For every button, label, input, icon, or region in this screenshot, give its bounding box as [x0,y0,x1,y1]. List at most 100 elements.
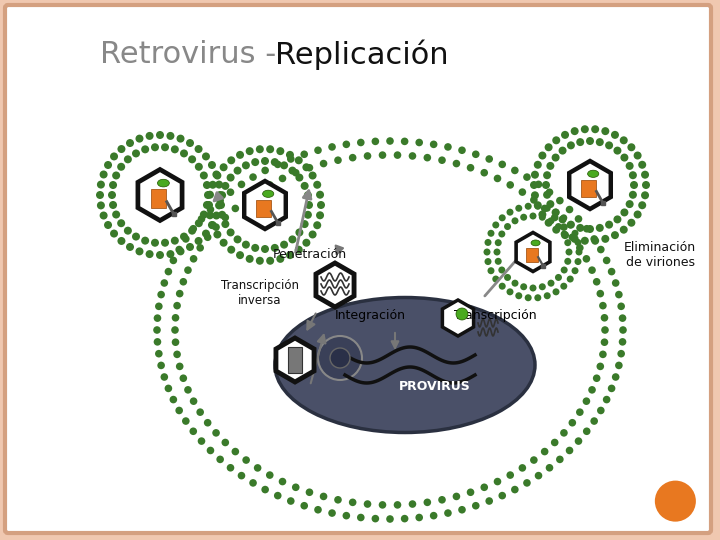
Circle shape [504,274,511,281]
Circle shape [218,211,226,219]
Circle shape [498,231,505,238]
Circle shape [567,141,575,150]
Circle shape [302,239,310,247]
Circle shape [379,501,387,509]
Circle shape [212,224,220,231]
Circle shape [401,515,408,522]
Circle shape [544,219,553,227]
Circle shape [289,167,297,174]
Circle shape [280,241,288,248]
Circle shape [256,256,264,265]
Circle shape [188,227,196,235]
Circle shape [132,150,140,158]
Circle shape [236,151,244,159]
Circle shape [295,173,303,181]
Circle shape [179,278,187,286]
Circle shape [561,231,567,238]
Circle shape [206,211,214,219]
Circle shape [523,173,531,181]
Circle shape [194,237,202,245]
Circle shape [266,145,274,153]
Circle shape [620,136,628,144]
Circle shape [615,291,623,299]
Circle shape [456,308,468,320]
Circle shape [306,164,313,172]
Circle shape [641,171,649,179]
Circle shape [601,235,609,243]
Text: Replicación: Replicación [275,40,449,71]
Circle shape [172,339,179,346]
Circle shape [566,206,573,213]
Circle shape [561,231,569,239]
Circle shape [189,225,197,233]
Circle shape [601,127,609,135]
Circle shape [438,496,446,504]
Circle shape [569,233,576,241]
Circle shape [343,140,350,148]
Circle shape [591,125,599,133]
Circle shape [313,221,321,229]
Circle shape [313,181,321,189]
Circle shape [539,214,546,221]
Circle shape [511,280,518,287]
Polygon shape [244,181,286,229]
Circle shape [539,211,546,219]
Circle shape [212,171,220,179]
Circle shape [320,160,328,167]
Circle shape [212,429,220,437]
Circle shape [530,181,538,189]
Circle shape [289,235,297,244]
Circle shape [216,191,224,199]
Circle shape [364,152,372,160]
Circle shape [525,202,531,210]
Circle shape [227,228,235,237]
Circle shape [619,326,627,334]
Circle shape [472,502,480,510]
Circle shape [453,492,460,500]
Circle shape [472,151,480,158]
Circle shape [621,153,629,161]
Circle shape [204,233,212,241]
Circle shape [227,464,234,471]
Circle shape [251,158,259,166]
Circle shape [109,181,117,189]
Circle shape [493,248,500,255]
Circle shape [511,167,518,174]
Circle shape [520,214,527,221]
Circle shape [576,244,584,252]
Circle shape [525,294,531,301]
Circle shape [547,217,554,224]
Circle shape [232,205,239,212]
Circle shape [595,138,604,146]
Circle shape [316,211,324,219]
Circle shape [349,498,356,506]
Circle shape [458,146,466,154]
Circle shape [453,160,460,167]
Circle shape [626,162,634,170]
Circle shape [233,167,242,174]
Text: Eliminación
de viriones: Eliminación de viriones [624,241,696,269]
Circle shape [145,132,153,140]
Circle shape [544,143,553,151]
Circle shape [198,215,205,222]
Circle shape [634,211,642,219]
Circle shape [343,512,350,519]
Circle shape [364,500,372,508]
Circle shape [618,314,626,322]
Circle shape [357,139,364,146]
Circle shape [96,191,104,199]
Circle shape [627,219,635,227]
Circle shape [556,456,564,463]
Circle shape [543,191,551,199]
Circle shape [599,302,607,309]
Circle shape [597,407,605,414]
Circle shape [217,201,225,209]
Circle shape [641,191,649,199]
Circle shape [314,506,322,514]
Circle shape [569,419,576,427]
Circle shape [261,245,269,253]
Circle shape [304,211,312,219]
Circle shape [575,248,582,255]
Circle shape [266,471,274,479]
Circle shape [334,157,342,164]
